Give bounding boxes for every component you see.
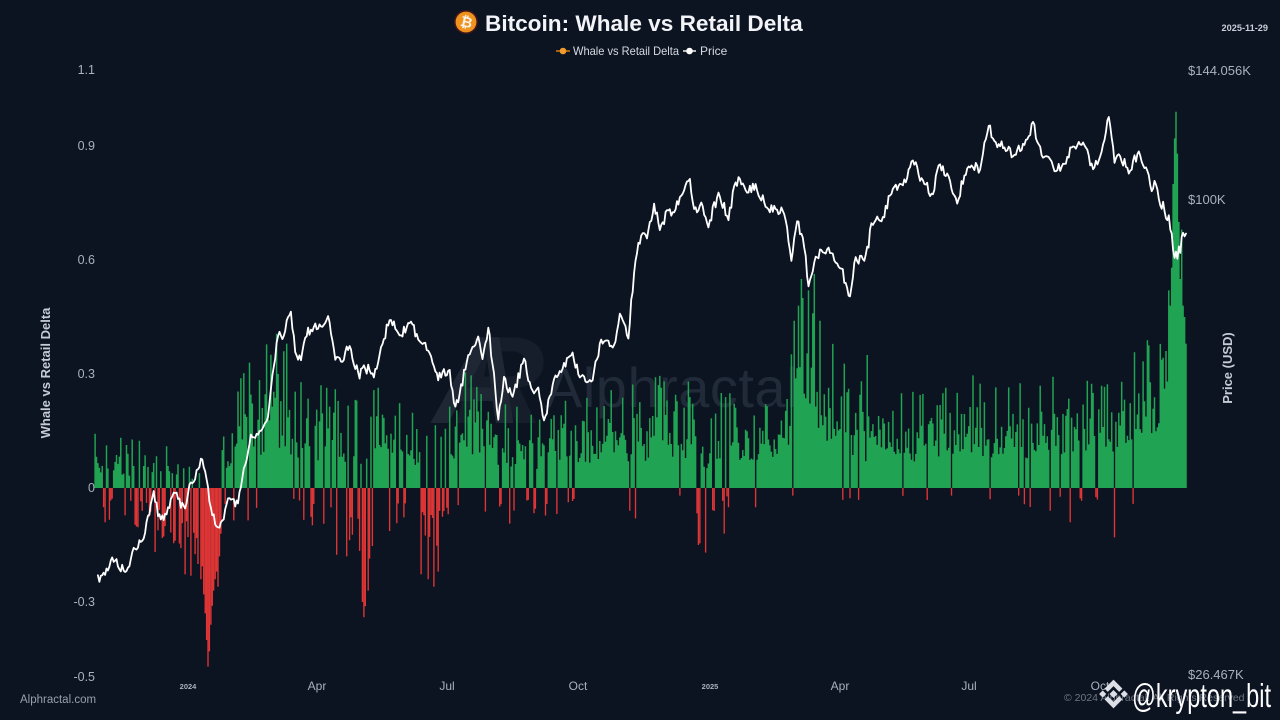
svg-text:Apr: Apr xyxy=(831,679,850,693)
svg-text:2025: 2025 xyxy=(702,682,719,691)
svg-text:₿: ₿ xyxy=(459,14,474,32)
svg-text:Alphractal: Alphractal xyxy=(545,356,799,419)
svg-text:0.6: 0.6 xyxy=(78,253,95,267)
svg-text:-0.3: -0.3 xyxy=(73,595,95,609)
svg-text:Apr: Apr xyxy=(308,679,327,693)
svg-text:Alphractal.com: Alphractal.com xyxy=(20,694,96,706)
svg-text:1.1: 1.1 xyxy=(78,63,95,77)
svg-text:0: 0 xyxy=(88,481,95,495)
svg-text:Bitcoin: Whale vs Retail Delta: Bitcoin: Whale vs Retail Delta xyxy=(485,11,803,36)
svg-text:Jul: Jul xyxy=(439,679,454,693)
svg-text:$100K: $100K xyxy=(1188,192,1226,207)
svg-text:$144.056K: $144.056K xyxy=(1188,63,1251,78)
svg-text:Jul: Jul xyxy=(961,679,976,693)
svg-text:@krypton_bit: @krypton_bit xyxy=(1132,677,1271,714)
svg-text:Oct: Oct xyxy=(1091,679,1110,693)
svg-text:0.9: 0.9 xyxy=(78,139,95,153)
svg-text:Price (USD): Price (USD) xyxy=(1220,332,1235,404)
svg-text:-0.5: -0.5 xyxy=(73,670,95,684)
svg-text:Whale vs Retail Delta: Whale vs Retail Delta xyxy=(573,44,679,58)
svg-text:Price: Price xyxy=(700,44,728,58)
svg-text:2025-11-29: 2025-11-29 xyxy=(1222,23,1269,33)
svg-text:$26.467K: $26.467K xyxy=(1188,667,1244,682)
svg-text:2024: 2024 xyxy=(180,682,198,691)
svg-text:Whale vs Retail Delta: Whale vs Retail Delta xyxy=(38,307,53,439)
svg-text:Oct: Oct xyxy=(569,679,588,693)
svg-text:0.3: 0.3 xyxy=(78,367,95,381)
